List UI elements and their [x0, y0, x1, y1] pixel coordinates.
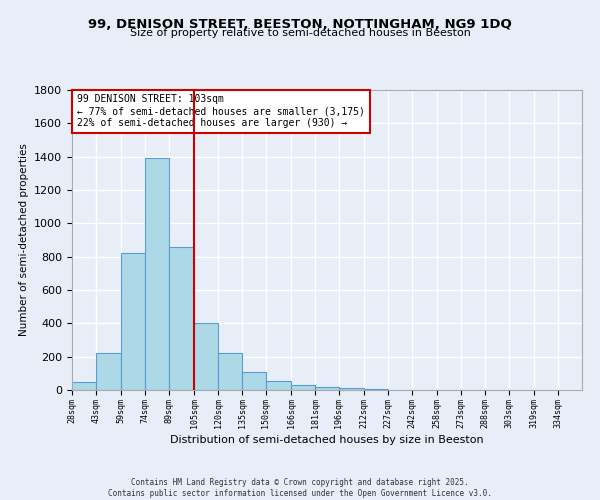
Bar — [339, 388, 364, 390]
Text: 99, DENISON STREET, BEESTON, NOTTINGHAM, NG9 1DQ: 99, DENISON STREET, BEESTON, NOTTINGHAM,… — [88, 18, 512, 30]
Bar — [72, 382, 96, 390]
Bar — [194, 324, 218, 390]
Text: Contains HM Land Registry data © Crown copyright and database right 2025.
Contai: Contains HM Land Registry data © Crown c… — [108, 478, 492, 498]
Bar — [169, 246, 194, 390]
Bar — [315, 386, 339, 390]
Text: Size of property relative to semi-detached houses in Beeston: Size of property relative to semi-detach… — [130, 28, 470, 38]
Bar — [242, 372, 266, 390]
Bar — [218, 352, 242, 390]
Bar — [266, 381, 291, 390]
Bar — [145, 158, 169, 390]
Bar — [96, 352, 121, 390]
Y-axis label: Number of semi-detached properties: Number of semi-detached properties — [19, 144, 29, 336]
X-axis label: Distribution of semi-detached houses by size in Beeston: Distribution of semi-detached houses by … — [170, 434, 484, 444]
Bar — [291, 385, 315, 390]
Bar — [364, 389, 388, 390]
Bar — [121, 254, 145, 390]
Text: 99 DENISON STREET: 103sqm
← 77% of semi-detached houses are smaller (3,175)
22% : 99 DENISON STREET: 103sqm ← 77% of semi-… — [77, 94, 365, 128]
